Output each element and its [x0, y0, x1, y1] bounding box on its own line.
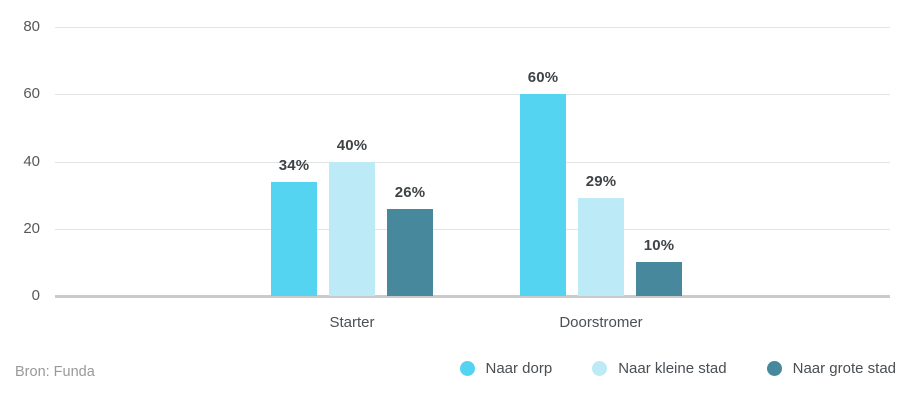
legend-label: Naar kleine stad	[618, 360, 727, 377]
bar-starter-series-1	[271, 181, 317, 296]
bar-value-label: 10%	[643, 237, 675, 255]
legend-label: Naar grote stad	[792, 360, 896, 377]
legend: Naar dorp Naar kleine stad Naar grote stad	[459, 360, 896, 377]
y-axis-tick-label: 60	[23, 85, 40, 103]
bar-value-label: 40%	[336, 136, 368, 154]
legend-item: Naar dorp	[459, 360, 553, 377]
y-axis-tick-label: 0	[31, 287, 40, 304]
bar-value-label: 26%	[394, 183, 426, 201]
gridline-60	[55, 94, 890, 96]
source-label: Bron: Funda	[15, 364, 95, 380]
legend-color-dot-icon	[592, 361, 608, 376]
category-label: Doorstromer	[559, 314, 643, 331]
bar-value-label: 60%	[527, 69, 559, 87]
gridline-0	[55, 295, 890, 298]
gridline-20	[55, 228, 890, 230]
bar-doorstromer-series-1	[520, 94, 566, 296]
bar-starter-series-2	[329, 161, 375, 296]
legend-color-dot-icon	[459, 361, 475, 376]
legend-item: Naar kleine stad	[592, 360, 727, 377]
y-axis-tick-label: 20	[23, 219, 40, 237]
bar-starter-series-3	[387, 208, 433, 296]
legend-item: Naar grote stad	[766, 360, 896, 377]
y-axis-tick-label: 40	[23, 152, 40, 170]
gridline-80	[55, 27, 890, 28]
bar-value-label: 29%	[585, 173, 617, 191]
bar-doorstromer-series-3	[636, 262, 682, 296]
y-axis-tick-label: 80	[23, 18, 40, 35]
bar-value-label: 34%	[278, 156, 310, 174]
bar-doorstromer-series-2	[578, 198, 624, 296]
category-label: Starter	[329, 314, 375, 331]
legend-label: Naar dorp	[485, 360, 553, 377]
legend-color-dot-icon	[766, 361, 782, 376]
gridline-40	[55, 161, 890, 163]
